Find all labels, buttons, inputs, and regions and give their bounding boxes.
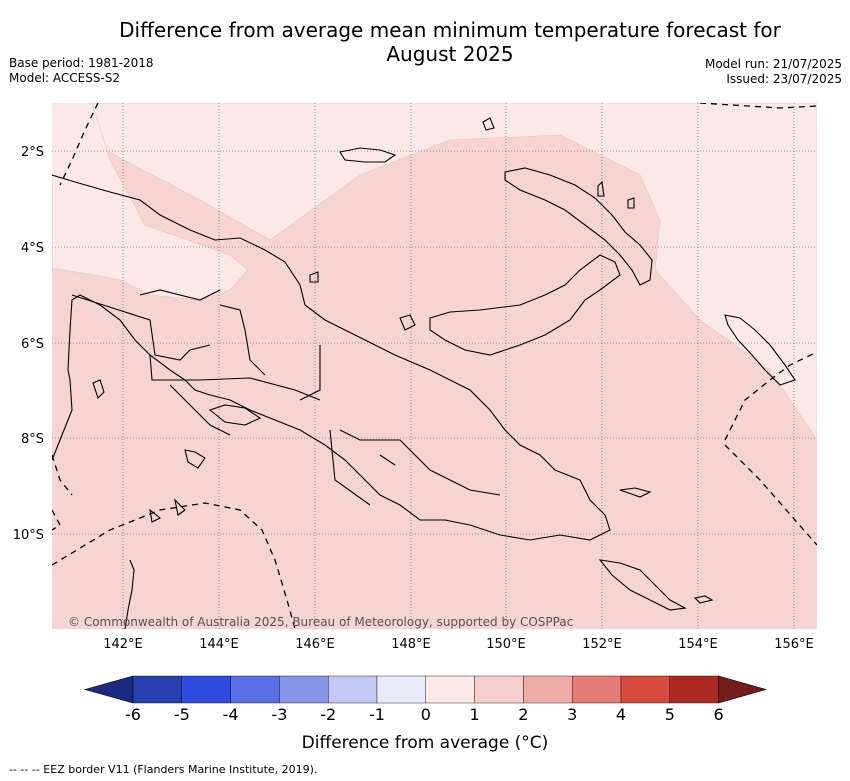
colorbar-tick-label: -3: [271, 705, 287, 724]
lat-tick-4s: 4°S: [21, 241, 44, 256]
anomaly-0-to-1-region: [91, 103, 817, 441]
colorbar-bin: [132, 675, 182, 704]
colorbar-tick-label: 5: [665, 705, 675, 724]
base-period-text: Base period: 1981-2018: [9, 56, 154, 70]
lon-tick-146e: 146°E: [295, 637, 335, 652]
colorbar-bin: [425, 675, 475, 704]
colorbar-tick-label: -6: [125, 705, 141, 724]
colorbar-extend-low: [83, 675, 134, 704]
colorbar-ticks: -6 -5 -4 -3 -2 -1 0 1 2 3 4 5 6: [125, 705, 724, 724]
colorbar-bin: [279, 675, 329, 704]
colorbar-bin: [230, 675, 280, 704]
colorbar-tick-label: 2: [518, 705, 528, 724]
model-text: Model: ACCESS-S2: [9, 71, 121, 85]
colorbar-tick-label: -2: [320, 705, 336, 724]
colorbar-tick-label: 0: [421, 705, 431, 724]
colorbar: [83, 675, 768, 704]
colorbar-bin: [669, 675, 719, 704]
copyright-text: © Commonwealth of Australia 2025, Bureau…: [68, 615, 573, 629]
colorbar-tick-label: 1: [470, 705, 480, 724]
colorbar-tick-label: 6: [714, 705, 724, 724]
lat-tick-6s: 6°S: [21, 337, 44, 352]
coastlines: [52, 117, 796, 629]
lat-tick-2s: 2°S: [21, 145, 44, 160]
colorbar-extend-high: [718, 675, 768, 704]
issued-text: Issued: 23/07/2025: [726, 72, 842, 86]
colorbar-bin: [328, 675, 378, 704]
base-period-info: Base period: 1981-2018 Model: ACCESS-S2: [9, 56, 154, 86]
colorbar-bin: [376, 675, 426, 704]
lon-tick-152e: 152°E: [582, 637, 622, 652]
eez-footnote: -- -- -- EEZ border V11 (Flanders Marine…: [9, 763, 318, 776]
map-title: Difference from average mean minimum tem…: [119, 18, 781, 66]
lon-tick-154e: 154°E: [678, 637, 718, 652]
lon-tick-150e: 150°E: [486, 637, 526, 652]
colorbar-bin: [572, 675, 622, 704]
lon-tick-156e: 156°E: [774, 637, 814, 652]
colorbar-bin: [181, 675, 231, 704]
colorbar-tick-label: -1: [369, 705, 385, 724]
map-area: © Commonwealth of Australia 2025, Bureau…: [52, 103, 817, 629]
gridlines: [52, 103, 817, 629]
colorbar-tick-label: -4: [223, 705, 239, 724]
colorbar-label: Difference from average (°C): [301, 733, 549, 753]
colorbar-bin: [620, 675, 670, 704]
colorbar-bin: [523, 675, 573, 704]
lat-tick-10s: 10°S: [13, 528, 44, 543]
colorbar-tick-label: 3: [567, 705, 577, 724]
lat-tick-8s: 8°S: [21, 432, 44, 447]
colorbar-tick-label: 4: [616, 705, 626, 724]
colorbar-tick-label: -5: [174, 705, 190, 724]
eez-borders: [52, 103, 817, 629]
lon-tick-144e: 144°E: [199, 637, 239, 652]
model-run-info: Model run: 21/07/2025 Issued: 23/07/2025: [705, 57, 842, 87]
lon-tick-142e: 142°E: [103, 637, 143, 652]
colorbar-bin: [474, 675, 524, 704]
anomaly-0-to-1-west: [52, 103, 249, 301]
anomaly-0-to-1-nw: [52, 103, 90, 180]
model-run-text: Model run: 21/07/2025: [704, 57, 842, 71]
lon-tick-148e: 148°E: [391, 637, 431, 652]
